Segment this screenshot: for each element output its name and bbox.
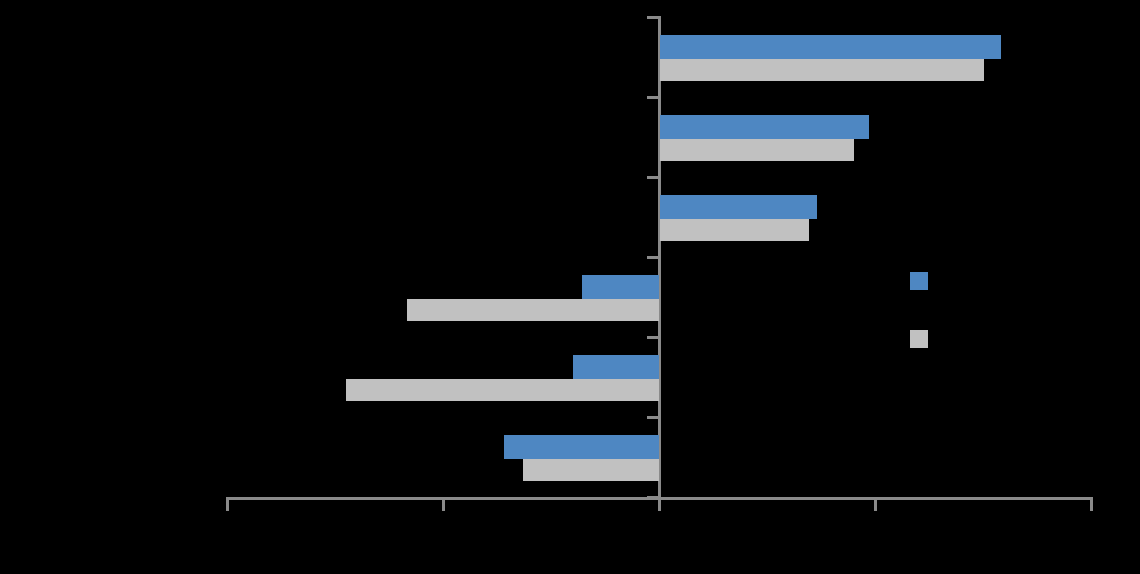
y-axis-tick: [647, 15, 658, 19]
y-axis-tick: [647, 175, 658, 179]
x-axis-tick: [874, 497, 877, 511]
bar-series-2-gray-group-2: [659, 138, 854, 161]
y-axis-tick: [647, 415, 658, 419]
bar-series-2-gray-group-6: [523, 458, 660, 481]
x-axis-tick: [658, 497, 661, 511]
bar-series-2-gray-group-1: [659, 58, 984, 81]
y-axis-line: [658, 15, 661, 500]
x-axis-tick: [442, 497, 445, 511]
bar-series-2-gray-group-4: [406, 298, 660, 321]
x-axis-tick: [226, 497, 229, 511]
bar-series-1-blue-group-2: [659, 115, 870, 139]
y-axis-tick: [647, 335, 658, 339]
bar-series-2-gray-group-5: [346, 378, 660, 401]
y-axis-tick: [647, 495, 658, 499]
legend-swatch-blue: [910, 272, 928, 290]
y-axis-tick: [647, 95, 658, 99]
bar-series-1-blue-group-4: [581, 275, 660, 299]
x-axis-tick: [1090, 497, 1093, 511]
bar-series-1-blue-group-1: [659, 35, 1001, 59]
bar-series-1-blue-group-6: [503, 435, 660, 459]
bar-series-1-blue-group-5: [573, 355, 660, 379]
bar-series-1-blue-group-3: [659, 195, 818, 219]
y-axis-tick: [647, 255, 658, 259]
legend-swatch-gray: [910, 330, 928, 348]
bar-series-2-gray-group-3: [659, 218, 809, 241]
